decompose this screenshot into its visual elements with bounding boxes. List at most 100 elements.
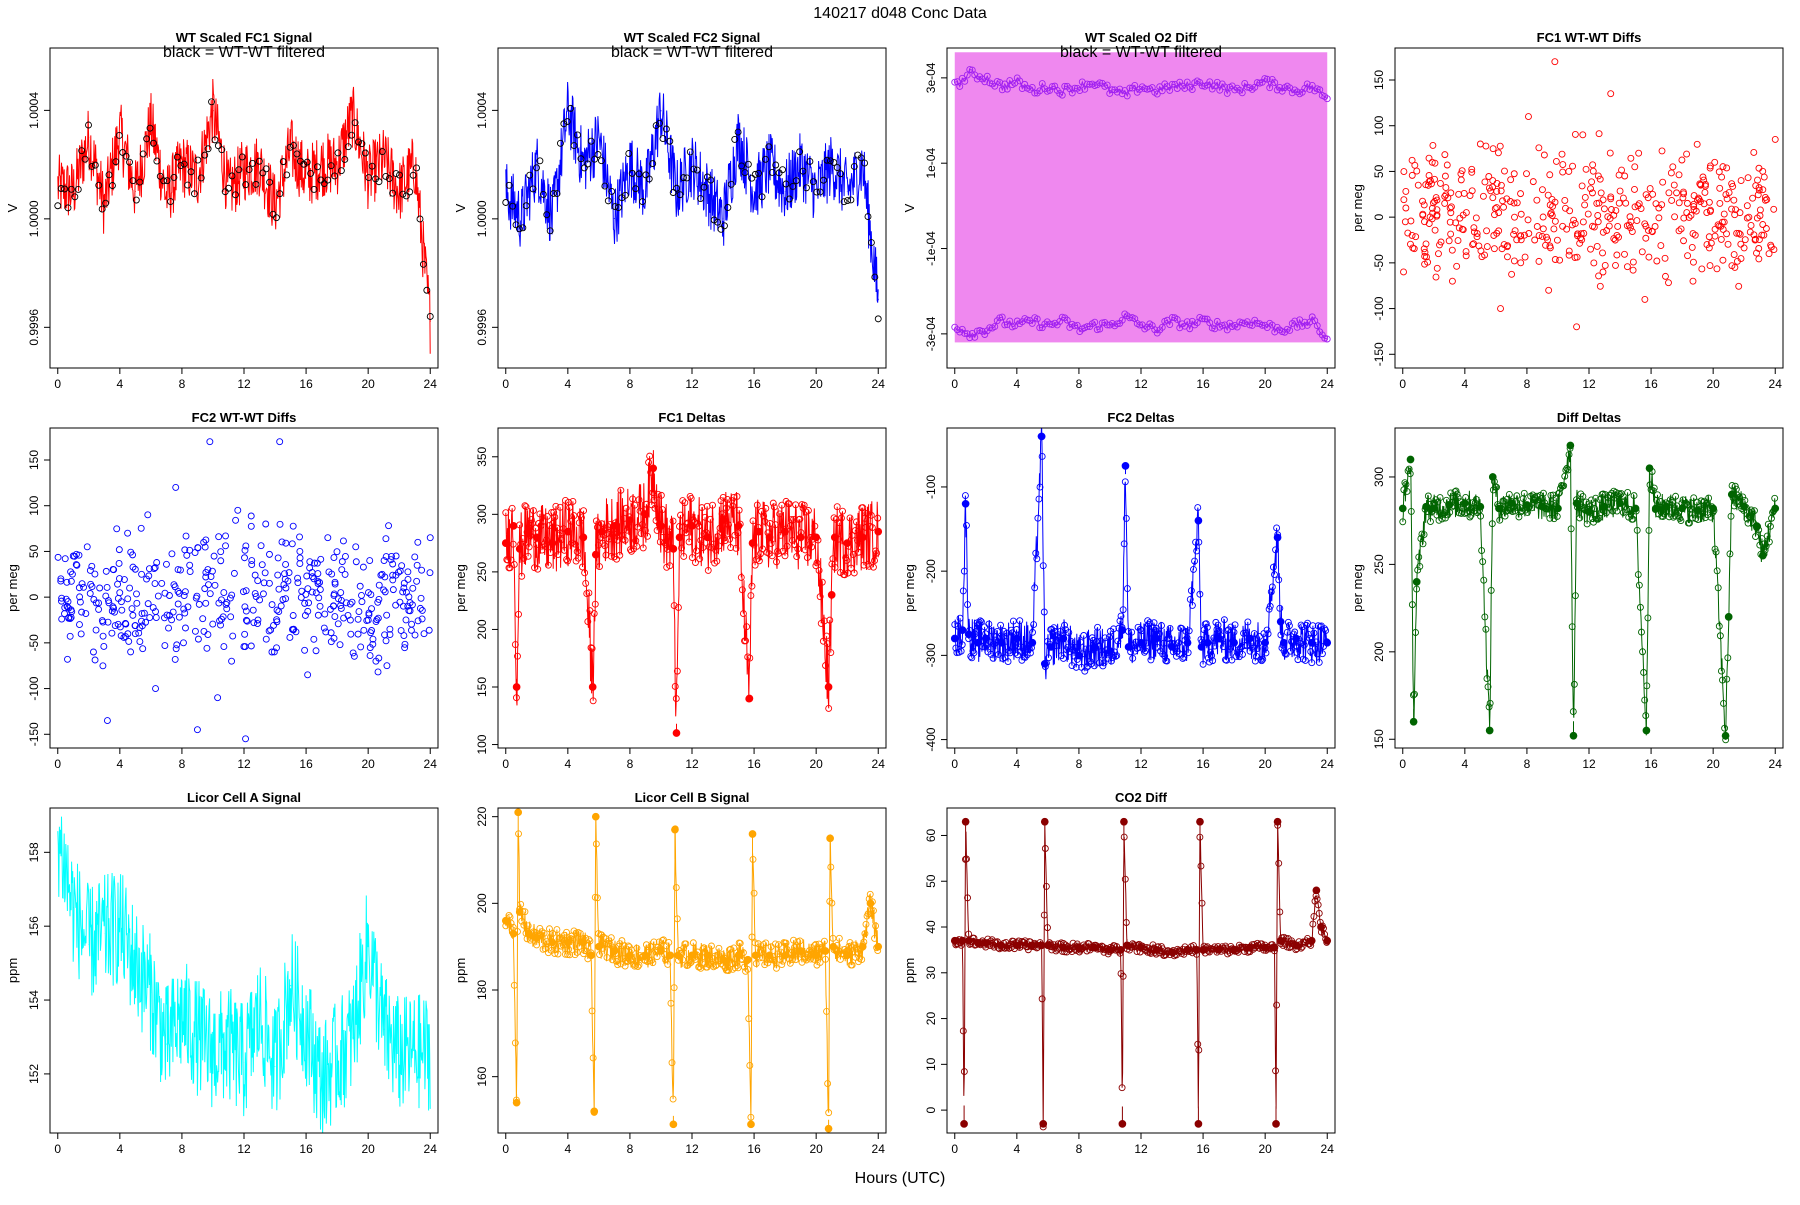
- data-point: [1539, 213, 1547, 221]
- x-tick-label: 0: [502, 377, 509, 391]
- data-point: [530, 507, 537, 515]
- data-point: [598, 520, 606, 528]
- filtered-point: [683, 174, 691, 182]
- anchor-point: [961, 817, 970, 826]
- data-point: [565, 498, 573, 506]
- data-point: [1606, 149, 1614, 157]
- data-point: [971, 333, 979, 341]
- data-point: [1048, 83, 1056, 90]
- data-point: [1621, 172, 1629, 180]
- data-point: [760, 941, 768, 948]
- data-point: [725, 967, 732, 974]
- data-point: [138, 622, 146, 630]
- filtered-point: [389, 189, 397, 197]
- filtered-point: [652, 122, 660, 130]
- anchor-point: [1616, 499, 1624, 508]
- data-point: [1589, 167, 1597, 175]
- filtered-point: [71, 193, 79, 201]
- data-point: [1629, 515, 1637, 523]
- data-point: [650, 496, 658, 504]
- data-point: [186, 568, 194, 576]
- data-point: [411, 553, 419, 561]
- data-point: [738, 586, 746, 594]
- data-point: [1723, 195, 1731, 203]
- data-point: [288, 540, 296, 548]
- data-point: [58, 615, 66, 623]
- data-point: [744, 965, 752, 973]
- data-point: [1571, 592, 1579, 600]
- data-point: [580, 507, 588, 515]
- data-point: [99, 632, 107, 640]
- data-point: [375, 595, 383, 603]
- data-point: [1569, 708, 1577, 716]
- data-point: [1718, 173, 1726, 181]
- data-point: [174, 600, 182, 608]
- data-point: [1594, 218, 1602, 226]
- data-point: [276, 520, 284, 528]
- data-point: [657, 491, 665, 499]
- data-point: [1760, 173, 1768, 181]
- anchor-point: [626, 516, 634, 524]
- data-point: [1702, 180, 1709, 188]
- data-point: [1671, 512, 1678, 520]
- data-point: [1719, 226, 1727, 233]
- data-point: [346, 616, 354, 624]
- data-point: [858, 956, 866, 964]
- data-point: [162, 560, 170, 568]
- data-point: [790, 936, 797, 944]
- anchor-point: [1292, 941, 1301, 950]
- x-tick-label: 16: [1644, 377, 1658, 391]
- filtered-point: [88, 162, 96, 170]
- data-point: [184, 603, 192, 611]
- data-point: [306, 558, 314, 566]
- data-point: [816, 593, 824, 601]
- filtered-point: [857, 154, 865, 162]
- data-point: [540, 929, 548, 937]
- anchor-point: [1118, 626, 1127, 634]
- data-point: [1519, 495, 1527, 503]
- data-point: [243, 617, 251, 625]
- data-point: [991, 636, 999, 644]
- data-point: [277, 602, 285, 610]
- data-point: [814, 944, 822, 952]
- data-point: [222, 532, 230, 540]
- data-point: [1136, 321, 1144, 329]
- data-point: [826, 616, 834, 624]
- data-point: [787, 949, 795, 957]
- data-point: [374, 614, 382, 622]
- data-point: [524, 552, 532, 560]
- y-tick-label: -100: [924, 475, 938, 499]
- panel-p3: WT Scaled O2 DiffV-3e-04-1e-041e-043e-04…: [902, 30, 1336, 391]
- data-point: [1412, 233, 1420, 241]
- filtered-point: [423, 286, 431, 294]
- plot-frame: [49, 807, 439, 1134]
- filtered-point: [208, 98, 215, 106]
- anchor-point: [525, 929, 533, 938]
- data-point: [1728, 262, 1736, 270]
- data-point: [1533, 196, 1541, 204]
- filtered-point: [697, 195, 704, 203]
- data-point: [1322, 627, 1330, 635]
- data-point: [1412, 629, 1419, 636]
- data-point: [1425, 154, 1433, 162]
- plot-frame: [1394, 427, 1784, 749]
- y-tick-label: 200: [475, 893, 489, 913]
- data-point: [1669, 163, 1677, 171]
- data-point: [1028, 83, 1036, 91]
- data-point: [205, 581, 212, 589]
- data-point: [872, 922, 880, 930]
- data-point: [301, 612, 309, 619]
- data-point: [1755, 184, 1763, 192]
- panel-title: WT Scaled FC2 Signal: [624, 30, 761, 45]
- filtered-point: [139, 150, 147, 158]
- data-point: [1517, 232, 1524, 240]
- filtered-point: [406, 188, 414, 196]
- data-point: [193, 592, 201, 600]
- data-point: [1293, 323, 1301, 331]
- data-point: [1535, 232, 1543, 240]
- data-point: [747, 592, 755, 600]
- data-point: [1717, 235, 1725, 243]
- data-point: [1489, 194, 1497, 202]
- data-point: [1160, 639, 1168, 647]
